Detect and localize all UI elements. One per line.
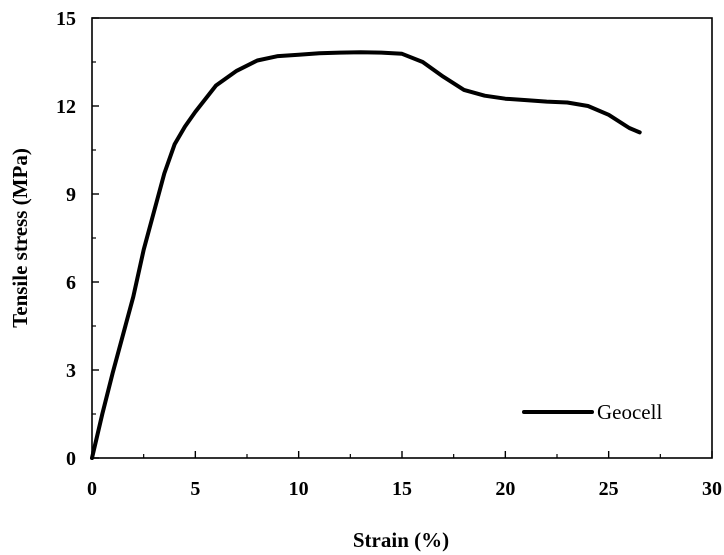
y-tick-label: 3 (66, 360, 76, 382)
y-tick-label: 0 (66, 448, 76, 470)
y-axis-title: Tensile stress (MPa) (8, 148, 32, 328)
series-line-geocell (90, 50, 642, 460)
y-tick-label: 15 (56, 8, 76, 30)
plot-border (91, 17, 713, 459)
x-tick-label: 15 (392, 478, 412, 500)
x-axis-ticks: 0 5 10 15 20 25 30 (87, 451, 722, 500)
series-layer (90, 50, 642, 460)
y-tick-label: 6 (66, 272, 76, 294)
x-tick-label: 10 (289, 478, 309, 500)
y-tick-label: 12 (56, 96, 76, 118)
plot-frame (91, 17, 713, 459)
legend-label-geocell: Geocell (597, 400, 662, 424)
legend: Geocell (522, 400, 662, 424)
x-tick-label: 20 (495, 478, 515, 500)
y-axis-ticks: 0 3 6 9 12 15 (56, 8, 99, 470)
x-axis-title: Strain (%) (353, 528, 449, 552)
x-tick-label: 30 (702, 478, 722, 500)
x-tick-label: 25 (599, 478, 619, 500)
y-tick-label: 9 (66, 184, 76, 206)
x-tick-label: 5 (190, 478, 200, 500)
x-tick-label: 0 (87, 478, 97, 500)
